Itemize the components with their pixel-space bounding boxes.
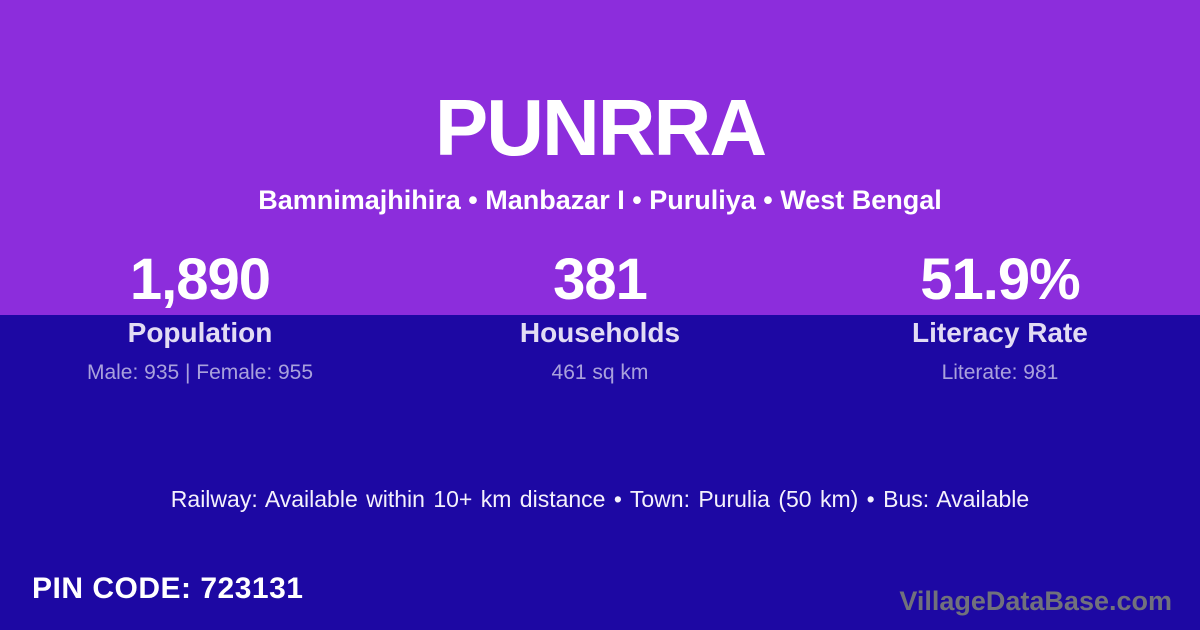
stat-households: 381 Households 461 sq km [400,245,800,385]
households-detail: 461 sq km [551,361,649,384]
population-detail: Male: 935 | Female: 955 [86,361,314,384]
stat-literacy: 51.9% Literacy Rate Literate: 981 [800,245,1200,385]
village-name-title: PUNRRA [434,83,767,172]
pin-code-text: PIN CODE: 723131 [32,572,304,605]
literacy-value: 51.9% [920,247,1080,312]
stats-row: 1,890 Population Male: 935 | Female: 955… [0,245,1200,385]
top-background-panel [0,0,1200,315]
population-value: 1,890 [129,247,271,312]
literacy-label: Literacy Rate [912,317,1088,348]
households-value: 381 [553,247,648,312]
population-label: Population [127,317,273,348]
literacy-detail: Literate: 981 [941,361,1059,384]
households-label: Households [519,317,681,348]
stat-population: 1,890 Population Male: 935 | Female: 955 [0,245,400,385]
transport-availability-line: Railway: Available within 10+ km distanc… [170,486,1030,512]
bottom-background-panel [0,315,1200,630]
location-breadcrumb: Bamnimajhihira • Manbazar I • Puruliya •… [258,185,942,215]
site-watermark: VillageDataBase.com [899,586,1172,616]
